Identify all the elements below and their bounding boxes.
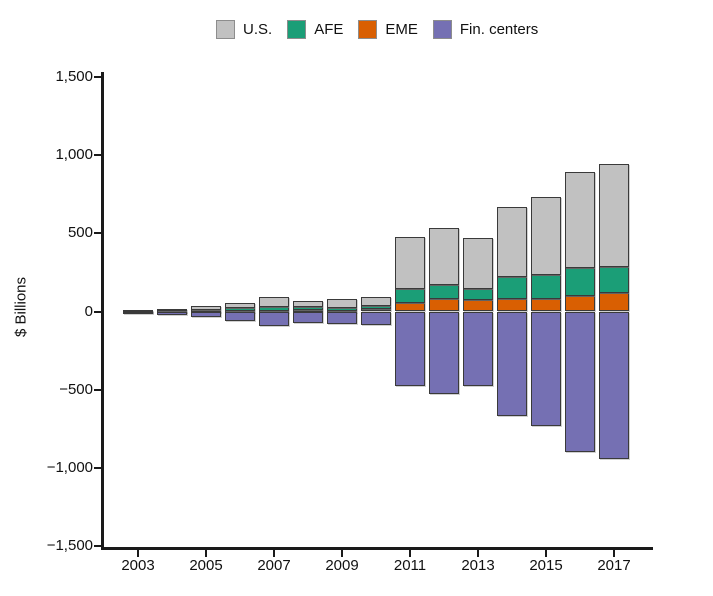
y-tick-mark	[94, 154, 101, 157]
x-tick-mark	[613, 549, 615, 557]
x-tick-label: 2009	[325, 557, 359, 574]
bar-segment-fin-2003	[123, 311, 153, 314]
bar-segment-us-2012	[429, 228, 459, 286]
legend-swatch-icon	[287, 20, 307, 39]
bar-segment-afe-2014	[497, 276, 527, 299]
bar-segment-us-2011	[395, 237, 425, 289]
bar-segment-eme-2015	[531, 298, 561, 312]
bar-segment-eme-2017	[599, 292, 629, 312]
bar-segment-fin-2008	[293, 311, 323, 323]
y-axis-line	[101, 72, 104, 550]
y-tick-label: 1,500	[55, 68, 93, 85]
legend-label: EME	[385, 20, 418, 38]
y-tick-mark	[94, 310, 101, 313]
x-tick-mark	[205, 549, 207, 557]
bar-segment-fin-2011	[395, 311, 425, 387]
bar-segment-us-2009	[327, 299, 357, 308]
legend-item-u-s: U.S.	[216, 20, 272, 39]
bar-segment-eme-2016	[565, 296, 595, 312]
y-tick-mark	[94, 466, 101, 469]
legend-swatch-icon	[358, 20, 378, 39]
y-tick-label: 0	[84, 302, 93, 320]
bar-segment-us-2016	[565, 171, 595, 268]
bar-segment-fin-2017	[599, 311, 629, 460]
bar-segment-afe-2011	[395, 288, 425, 303]
x-tick-label: 2015	[529, 557, 563, 574]
bar-segment-eme-2010	[361, 309, 391, 312]
bar-segment-afe-2005	[191, 309, 221, 312]
bar-segment-fin-2007	[259, 311, 289, 327]
y-tick-label: −500	[59, 380, 93, 398]
bar-segment-fin-2010	[361, 311, 391, 326]
bar-segment-eme-2014	[497, 298, 527, 312]
x-tick-mark	[137, 549, 139, 557]
legend-item-fin-centers: Fin. centers	[432, 20, 539, 39]
bar-segment-fin-2009	[327, 311, 357, 324]
bar-segment-fin-2005	[191, 311, 221, 318]
bar-segment-us-2005	[191, 305, 221, 310]
x-tick-mark	[545, 549, 547, 557]
bar-segment-eme-2011	[395, 302, 425, 312]
bar-segment-fin-2013	[463, 311, 493, 386]
bar-segment-afe-2008	[293, 307, 323, 311]
bar-segment-us-2014	[497, 206, 527, 277]
x-tick-label: 2003	[121, 557, 155, 574]
y-tick-label: −1,000	[46, 458, 93, 476]
bar-segment-afe-2007	[259, 307, 289, 311]
bar-segment-afe-2015	[531, 275, 561, 299]
bar-segment-us-2007	[259, 296, 289, 308]
x-tick-label: 2005	[189, 557, 223, 574]
bar-segment-afe-2013	[463, 289, 493, 301]
bar-segment-us-2013	[463, 237, 493, 290]
legend-swatch-icon	[216, 20, 235, 39]
x-tick-mark	[341, 549, 343, 557]
bar-segment-afe-2012	[429, 285, 459, 299]
x-tick-mark	[409, 549, 411, 557]
bar-segment-afe-2010	[361, 306, 391, 310]
bar-segment-fin-2016	[565, 311, 595, 452]
bar-segment-us-2008	[293, 301, 323, 308]
bar-segment-us-2004	[157, 308, 187, 311]
bar-segment-eme-2013	[463, 300, 493, 312]
bar-segment-fin-2014	[497, 311, 527, 417]
bar-segment-afe-2009	[327, 307, 357, 311]
y-tick-label: 1,000	[55, 146, 93, 164]
bar-segment-afe-2016	[565, 267, 595, 297]
y-tick-mark	[94, 232, 101, 235]
legend-label: U.S.	[243, 20, 273, 38]
bar-segment-us-2015	[531, 196, 561, 276]
bar-segment-us-2010	[361, 297, 391, 307]
x-tick-label: 2017	[597, 557, 631, 574]
legend-item-afe: AFE	[287, 20, 343, 39]
legend-item-eme: EME	[358, 20, 418, 39]
legend: U.S. AFE EME Fin. centers	[216, 20, 553, 39]
x-axis-line	[101, 547, 653, 550]
y-tick-mark	[94, 545, 101, 547]
legend-label: Fin. centers	[459, 20, 539, 38]
y-tick-label: 500	[67, 224, 93, 242]
x-tick-mark	[273, 549, 275, 557]
legend-label: AFE	[314, 20, 344, 38]
bar-segment-fin-2015	[531, 311, 561, 426]
bar-segment-us-2006	[225, 302, 255, 309]
bar-segment-eme-2012	[429, 298, 459, 312]
x-tick-label: 2011	[393, 557, 427, 574]
bar-segment-afe-2006	[225, 308, 255, 311]
bar-segment-fin-2012	[429, 311, 459, 395]
bar-segment-us-2003	[123, 309, 153, 312]
bar-segment-fin-2004	[157, 311, 187, 315]
x-tick-label: 2007	[257, 557, 291, 574]
bar-segment-us-2017	[599, 164, 629, 268]
y-tick-label: −1,500	[46, 537, 93, 554]
y-tick-mark	[94, 388, 101, 391]
bar-segment-afe-2017	[599, 267, 629, 293]
x-tick-mark	[477, 549, 479, 557]
legend-swatch-icon	[432, 20, 452, 39]
y-tick-mark	[94, 76, 101, 78]
x-tick-label: 2013	[461, 557, 495, 574]
bar-segment-fin-2006	[225, 311, 255, 321]
